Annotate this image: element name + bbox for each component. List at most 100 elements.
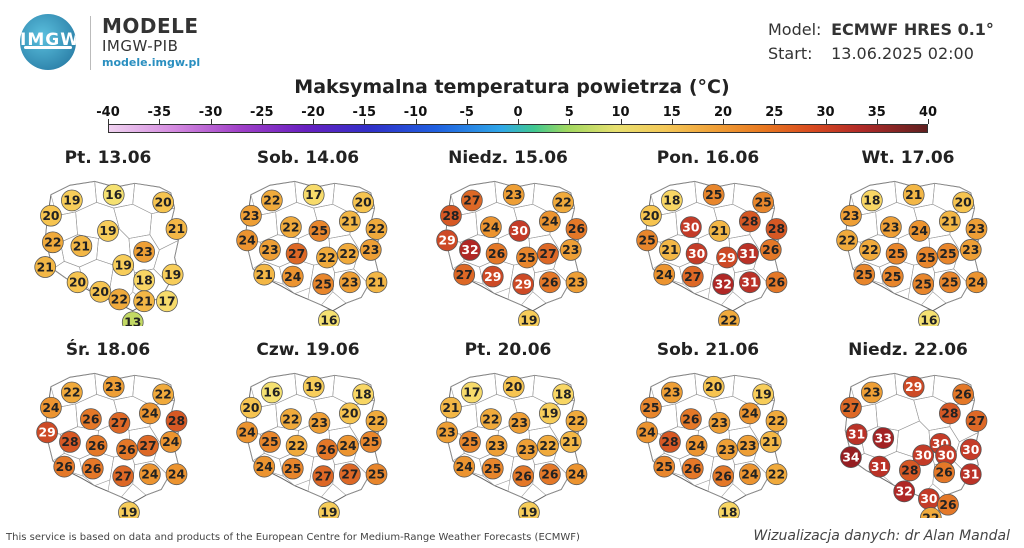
temperature-value: 23 <box>261 243 278 257</box>
panel-day-title: Niedz. 15.06 <box>448 148 568 168</box>
temperature-marker: 21 <box>939 210 961 233</box>
temperature-bubble <box>318 501 340 518</box>
temperature-value: 30 <box>688 247 706 261</box>
temperature-value: 24 <box>284 270 302 284</box>
temperature-bubble <box>661 189 683 212</box>
temperature-marker: 22 <box>480 408 502 430</box>
temperature-bubble <box>512 273 535 295</box>
temperature-marker: 22 <box>280 216 302 238</box>
temperature-bubble <box>139 402 161 425</box>
temperature-marker: 16 <box>918 309 940 326</box>
temperature-value: 23 <box>718 443 735 457</box>
temperature-marker: 24 <box>480 216 502 238</box>
temperature-bubble <box>359 431 382 453</box>
temperature-value: 23 <box>136 245 153 259</box>
temperature-bubble <box>481 457 504 480</box>
temperature-marker: 25 <box>308 220 331 242</box>
temperature-bubble <box>959 239 982 261</box>
temperature-bubble <box>365 410 388 432</box>
temperature-bubble <box>919 507 942 518</box>
temperature-value: 21 <box>941 215 958 229</box>
temperature-marker: 26 <box>512 465 535 487</box>
temperature-value: 29 <box>484 270 501 284</box>
temperature-bubble <box>365 271 388 294</box>
temperature-bubble <box>939 210 961 233</box>
temperature-bubble <box>718 309 740 326</box>
temperature-value: 22 <box>63 386 80 400</box>
temperature-value: 25 <box>939 247 956 261</box>
scale-tick <box>210 119 212 124</box>
temperature-marker: 25 <box>853 263 876 286</box>
temperature-value: 27 <box>684 270 701 284</box>
temperature-marker: 18 <box>552 383 575 406</box>
temperature-marker: 31 <box>868 455 891 478</box>
org-url-link[interactable]: modele.imgw.pl <box>102 56 201 69</box>
temperature-value: 27 <box>968 414 985 428</box>
temperature-bubble <box>565 218 588 240</box>
temperature-value: 31 <box>741 276 758 290</box>
temperature-value: 22 <box>288 439 305 453</box>
scale-tick <box>723 119 724 124</box>
temperature-value: 24 <box>541 215 559 229</box>
temperature-marker: 21 <box>365 271 388 294</box>
logo-wave <box>24 46 72 49</box>
temperature-marker: 27 <box>312 465 335 487</box>
temperature-value: 19 <box>755 388 772 402</box>
temperature-marker: 19 <box>61 189 83 212</box>
temperature-marker: 23 <box>559 239 582 261</box>
panel-day-title: Sob. 14.06 <box>256 148 360 168</box>
temperature-marker: 26 <box>85 434 108 457</box>
temperature-value: 26 <box>515 469 532 483</box>
temperature-marker: 34 <box>840 446 862 468</box>
region-border <box>132 460 170 496</box>
scale-label: -5 <box>459 105 474 120</box>
temperature-marker: 27 <box>285 242 308 265</box>
temperature-marker: 25 <box>916 246 938 269</box>
temperature-bubble <box>902 183 925 206</box>
logo-text: IMGW <box>20 30 76 50</box>
temperature-value: 22 <box>555 196 572 210</box>
temperature-marker: 19 <box>161 263 184 286</box>
temperature-bubble <box>165 410 188 432</box>
temperature-value: 22 <box>568 414 585 428</box>
temperature-marker: 29 <box>436 229 458 252</box>
temperature-bubble <box>481 265 504 288</box>
temperature-value: 21 <box>256 268 273 282</box>
temperature-value: 29 <box>718 251 735 265</box>
temperature-value: 25 <box>918 251 935 265</box>
temperature-value: 28 <box>661 435 678 449</box>
temperature-bubble <box>280 408 302 430</box>
temperature-bubble <box>165 218 188 240</box>
temperature-bubble <box>359 239 382 261</box>
temperature-marker: 22 <box>836 229 858 252</box>
temperature-value: 25 <box>261 435 278 449</box>
start-info: Start: 13.06.2025 02:00 <box>768 44 974 63</box>
temperature-marker: 25 <box>636 229 658 252</box>
temperature-marker: 24 <box>453 455 476 478</box>
temperature-value: 18 <box>663 194 680 208</box>
temperature-value: 21 <box>562 435 579 449</box>
color-scale-labels: -40 -35 -30 -25 -20 -15 -10 -5 0 5 10 15 20 25 30 35 40 <box>96 105 937 121</box>
temperature-bubble <box>108 288 131 311</box>
temperature-value: 23 <box>882 220 899 234</box>
temperature-value: 24 <box>339 439 357 453</box>
temperature-bubble <box>41 231 64 254</box>
temperature-value: 22 <box>111 293 128 307</box>
temperature-marker: 23 <box>565 271 588 294</box>
temperature-value: 23 <box>242 209 259 223</box>
temperature-bubble <box>885 242 908 265</box>
temperature-value: 22 <box>44 236 61 250</box>
temperature-bubble <box>659 239 681 261</box>
temperature-value: 23 <box>863 386 880 400</box>
temperature-marker: 26 <box>80 408 102 430</box>
temperature-bubble <box>339 210 361 233</box>
temperature-marker: 25 <box>281 457 304 480</box>
temperature-bubble <box>739 271 761 294</box>
poland-map: 16 19 18 20 20 22 22 23 24 24 25 22 26 25 24 25 27 27 25 19 <box>236 372 388 518</box>
temperature-bubble <box>85 434 108 457</box>
temperature-marker: 30 <box>935 444 957 467</box>
temperature-marker: 21 <box>440 396 462 419</box>
temperature-marker: 25 <box>312 273 335 295</box>
